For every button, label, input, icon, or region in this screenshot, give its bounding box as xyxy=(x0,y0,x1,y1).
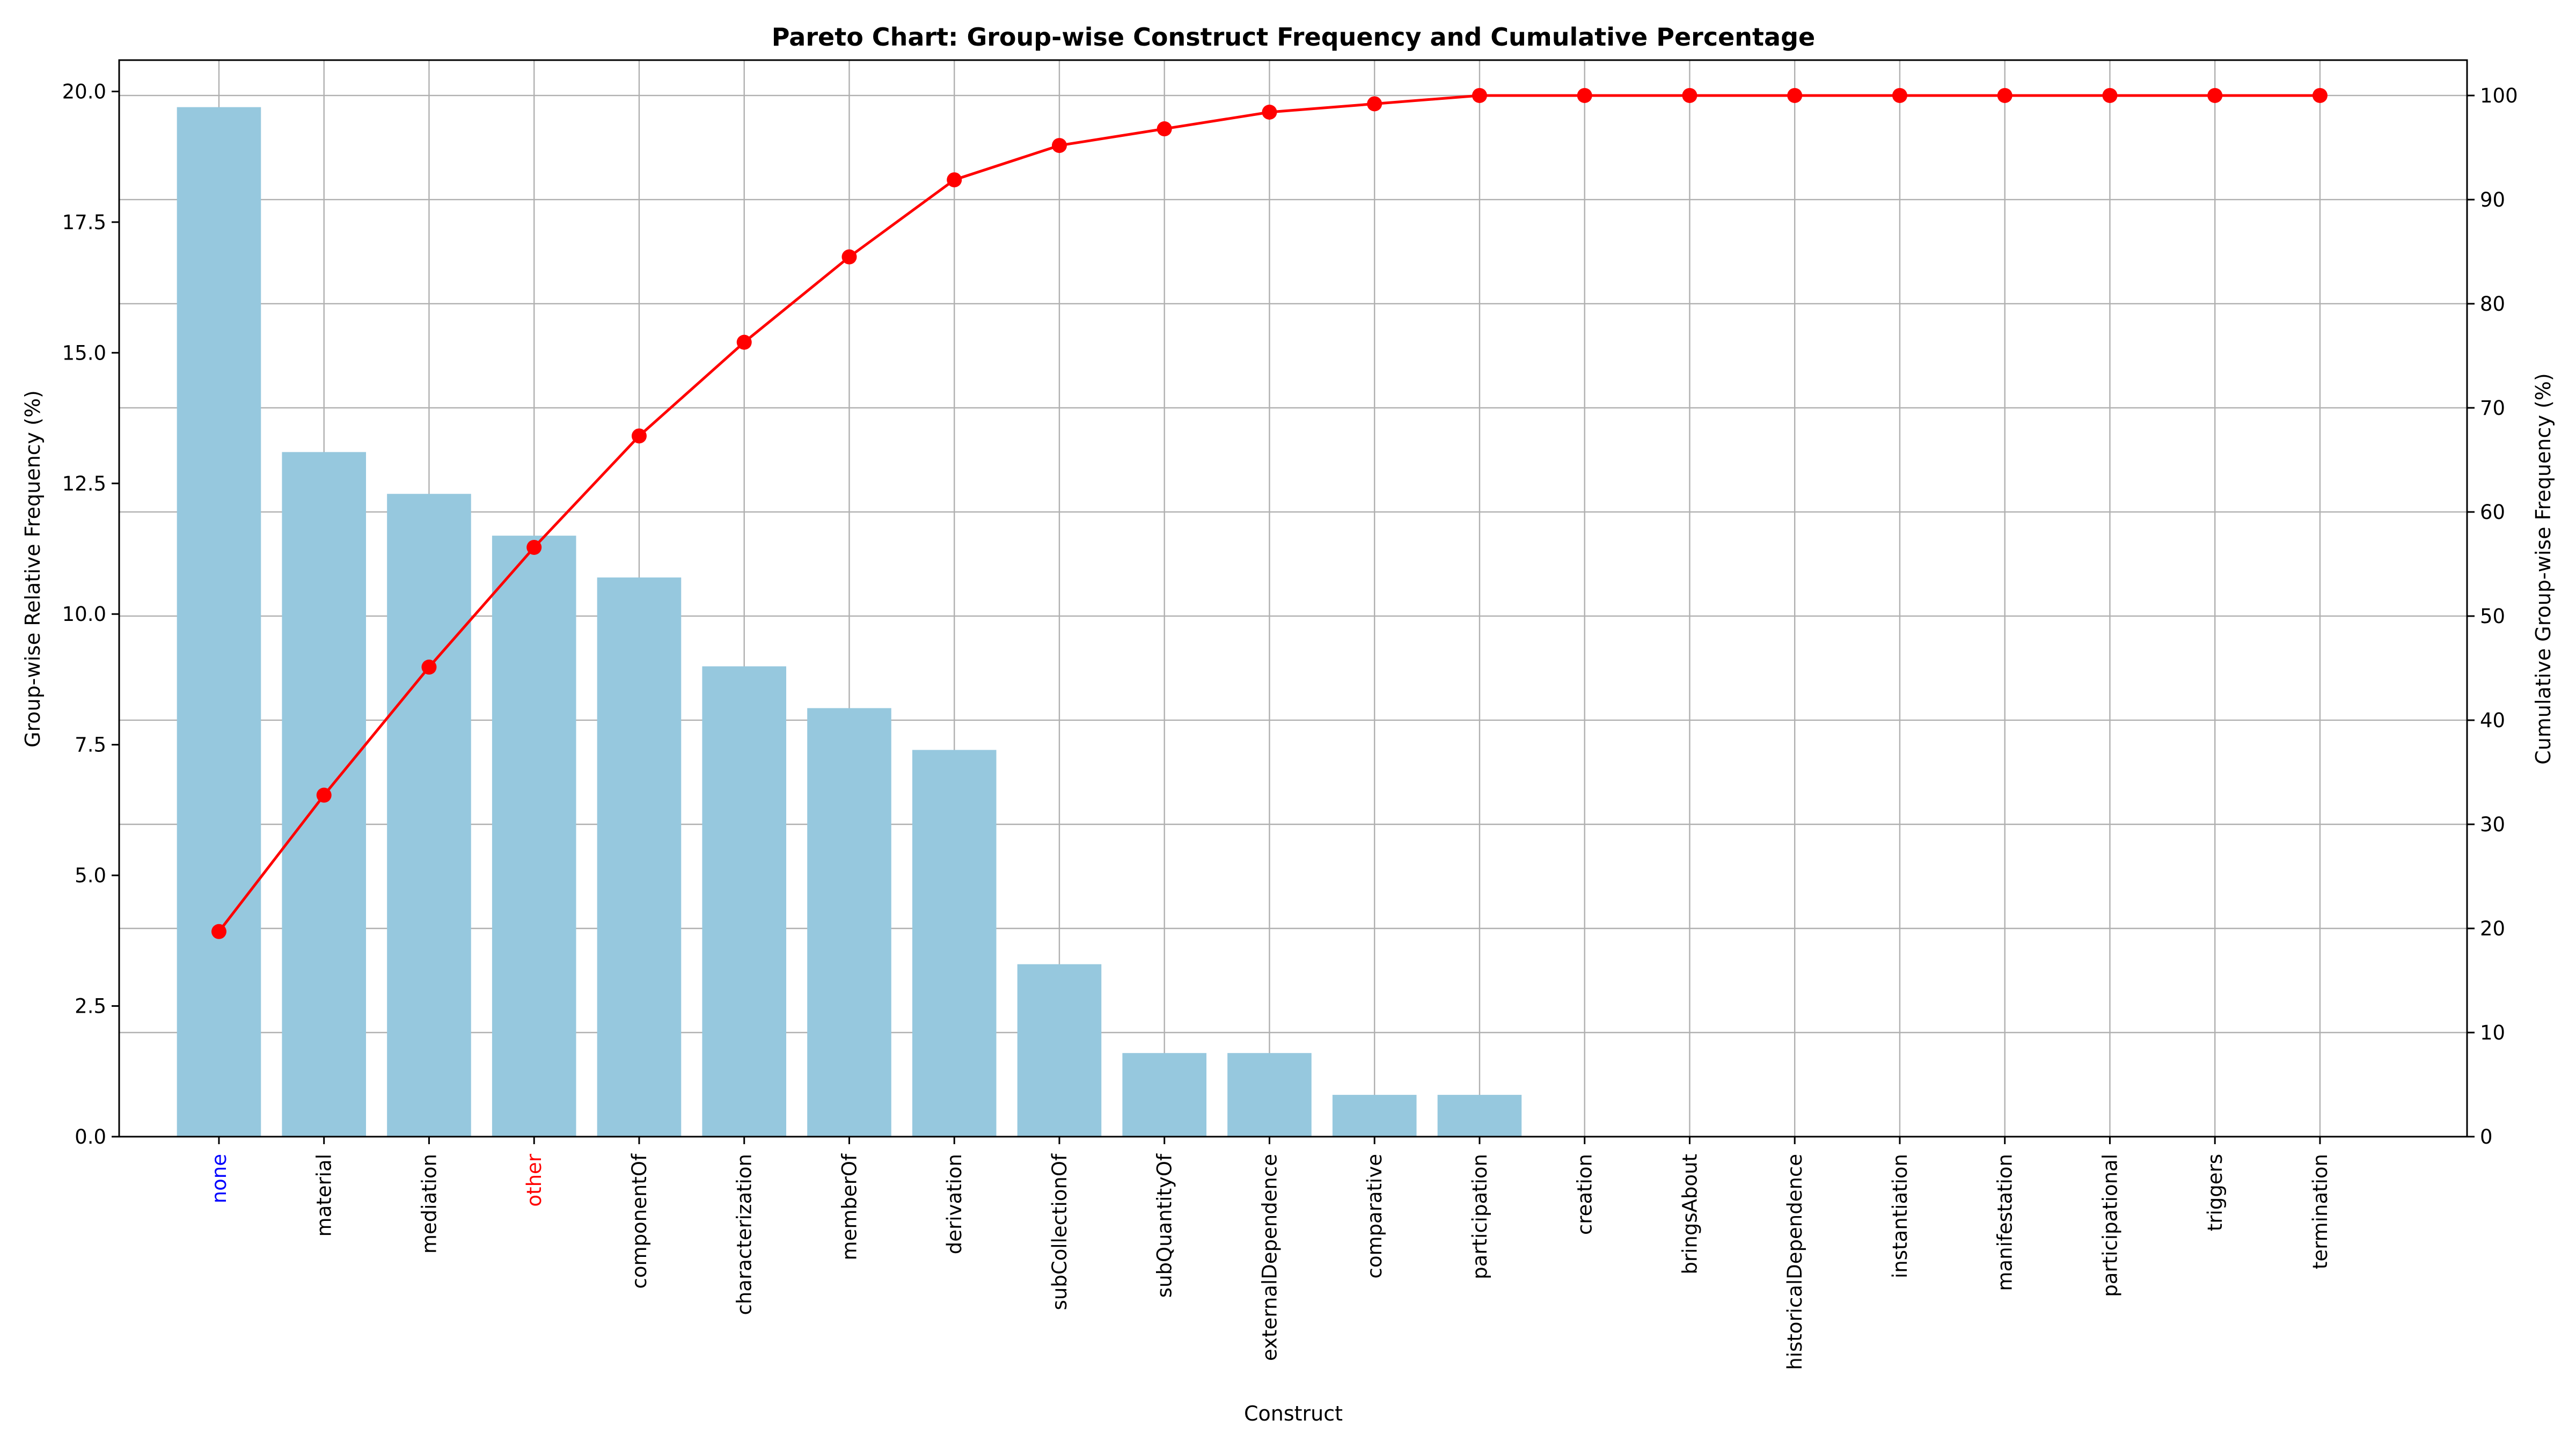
y-tick-label-1: 2.5 xyxy=(75,995,106,1018)
plot-frame xyxy=(118,59,2468,1138)
y2-tick-label-2: 20 xyxy=(2480,917,2505,940)
x-tick-label-subCollectionOf: subCollectionOf xyxy=(1048,1153,1071,1310)
bar-mediation xyxy=(387,494,471,1137)
bar-characterization xyxy=(702,666,787,1137)
y-tick-label-8: 20.0 xyxy=(62,80,106,103)
cumulative-point-creation xyxy=(1577,87,1592,103)
x-tick-label-termination: termination xyxy=(2309,1154,2332,1269)
cumulative-point-termination xyxy=(2312,87,2328,103)
cumulative-point-participation xyxy=(1472,87,1487,103)
bar-subCollectionOf xyxy=(1017,964,1102,1137)
y2-tick-label-4: 40 xyxy=(2480,709,2505,732)
cumulative-point-comparative xyxy=(1367,96,1382,112)
y-tick-label-0: 0.0 xyxy=(75,1125,106,1148)
y2-tick-label-7: 70 xyxy=(2480,397,2505,420)
x-tick-label-material: material xyxy=(313,1154,336,1236)
x-tick-label-none: none xyxy=(208,1154,231,1203)
y-axis-label: Group-wise Relative Frequency (%) xyxy=(21,390,45,748)
y2-tick-label-8: 80 xyxy=(2480,292,2505,316)
cumulative-point-none xyxy=(211,924,226,939)
cumulative-point-derivation xyxy=(947,172,962,188)
cumulative-point-instantiation xyxy=(1892,87,1907,103)
y2-tick-label-5: 50 xyxy=(2480,605,2505,628)
y2-axis-label: Cumulative Group-wise Frequency (%) xyxy=(2531,373,2555,764)
cumulative-point-memberOf xyxy=(841,249,857,265)
y-tick-label-2: 5.0 xyxy=(75,864,106,887)
axes: 0.0 2.5 5.0 7.5 10.0 12.5 15.0 17.5 20.0 0 10 20 30 4… xyxy=(62,59,2518,1370)
cumulative-point-mediation xyxy=(421,660,437,675)
cumulative-point-externalDependence xyxy=(1262,105,1277,120)
x-tick-label-derivation: derivation xyxy=(943,1154,966,1254)
gridlines xyxy=(119,60,2467,1138)
y2-tick-label-9: 90 xyxy=(2480,188,2505,211)
y-tick-label-4: 10.0 xyxy=(62,603,106,626)
y-tick-label-5: 12.5 xyxy=(62,472,106,495)
x-tick-label-triggers: triggers xyxy=(2204,1154,2227,1231)
x-tick-label-memberOf: memberOf xyxy=(838,1153,861,1260)
bar-other xyxy=(492,536,576,1137)
x-tick-label-bringsAbout: bringsAbout xyxy=(1678,1154,1701,1275)
x-tick-label-mediation: mediation xyxy=(418,1154,441,1254)
cumulative-point-participational xyxy=(2102,87,2118,103)
cumulative-point-bringsAbout xyxy=(1682,87,1697,103)
x-tick-label-participation: participation xyxy=(1468,1154,1491,1279)
x-tick-label-participational: participational xyxy=(2098,1154,2121,1297)
cumulative-point-triggers xyxy=(2207,87,2223,103)
cumulative-point-manifestation xyxy=(1997,87,2012,103)
bar-participation xyxy=(1437,1095,1522,1137)
x-tick-label-historicalDependence: historicalDependence xyxy=(1783,1154,1806,1370)
bar-subQuantityOf xyxy=(1122,1053,1207,1137)
cumulative-point-material xyxy=(316,787,332,803)
x-tick-label-componentOf: componentOf xyxy=(628,1153,651,1289)
y2-tick-label-1: 10 xyxy=(2480,1021,2505,1044)
cumulative-point-subQuantityOf xyxy=(1157,121,1172,137)
x-tick-label-manifestation: manifestation xyxy=(1994,1154,2017,1291)
y2-tick-label-6: 60 xyxy=(2480,501,2505,524)
x-tick-label-creation: creation xyxy=(1574,1154,1597,1235)
y2-tick-label-10: 100 xyxy=(2480,84,2518,107)
y2-tick-label-3: 30 xyxy=(2480,813,2505,836)
cumulative-point-historicalDependence xyxy=(1787,87,1803,103)
bars xyxy=(177,107,1522,1137)
bar-componentOf xyxy=(597,577,682,1137)
y-tick-label-3: 7.5 xyxy=(75,734,106,757)
cumulative-point-other xyxy=(526,539,542,555)
y-tick-label-6: 15.0 xyxy=(62,341,106,364)
cumulative-point-characterization xyxy=(736,334,752,350)
x-tick-label-characterization: characterization xyxy=(733,1154,756,1315)
y-tick-label-7: 17.5 xyxy=(62,211,106,234)
x-tick-label-instantiation: instantiation xyxy=(1889,1154,1912,1278)
cumulative-point-componentOf xyxy=(631,428,647,444)
chart-title: Pareto Chart: Group-wise Construct Frequ… xyxy=(772,23,1815,52)
x-tick-label-externalDependence: externalDependence xyxy=(1258,1154,1281,1361)
bar-derivation xyxy=(912,750,997,1137)
cumulative-line xyxy=(211,87,2328,939)
x-tick-label-comparative: comparative xyxy=(1363,1154,1386,1279)
bar-none xyxy=(177,107,261,1137)
x-tick-label-subQuantityOf: subQuantityOf xyxy=(1153,1153,1176,1298)
bar-memberOf xyxy=(807,708,891,1137)
bar-externalDependence xyxy=(1227,1053,1312,1137)
x-axis-label: Construct xyxy=(1244,1402,1343,1425)
bar-comparative xyxy=(1332,1095,1417,1137)
cumulative-point-subCollectionOf xyxy=(1051,138,1067,153)
y2-tick-label-0: 0 xyxy=(2480,1125,2493,1148)
x-tick-label-other: other xyxy=(523,1153,546,1206)
